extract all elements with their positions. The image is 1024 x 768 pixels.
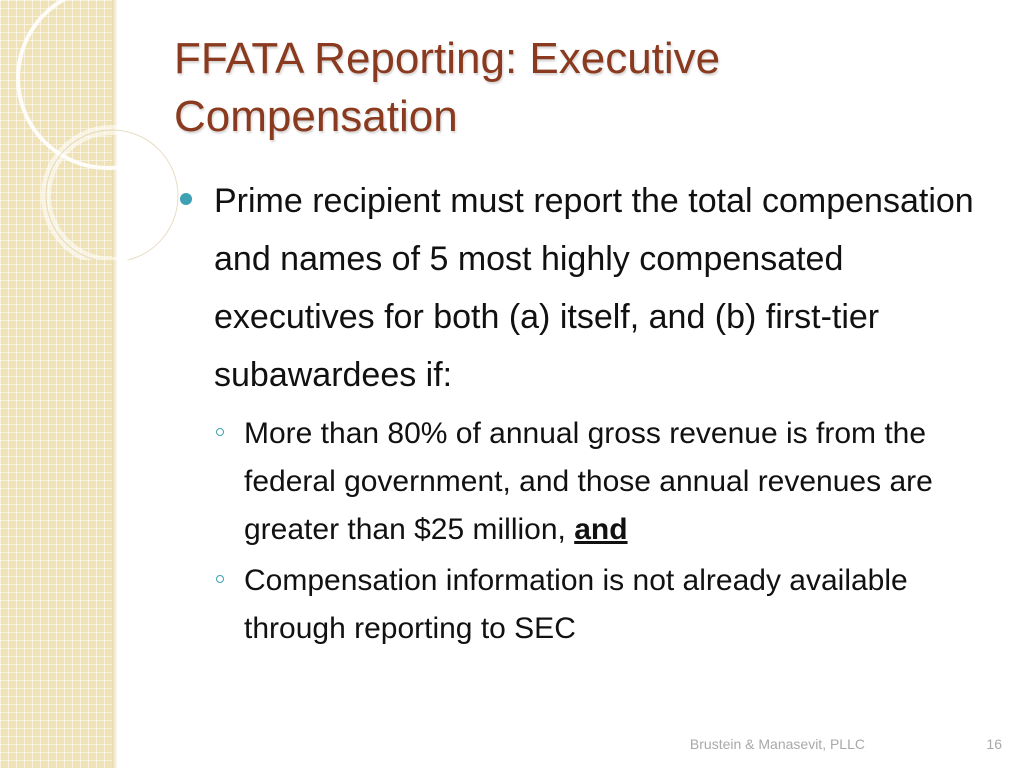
bullet-item: Prime recipient must report the total co… [180,172,990,404]
bullet-dot-icon [180,193,192,205]
decorative-rings [16,0,180,260]
footer-text: Brustein & Manasevit, PLLC [689,736,865,752]
page-number: 16 [986,736,1002,752]
slide-body: Prime recipient must report the total co… [180,172,990,656]
sub-bullet-item: Compensation information is not already … [214,557,990,653]
strip-edge-shadow [112,0,118,768]
sub-bullet-item: More than 80% of annual gross revenue is… [214,410,990,554]
slide-title: FFATA Reporting: Executive Compensation [174,34,721,141]
sub-bullet-list: More than 80% of annual gross revenue is… [180,410,990,653]
emphasized-and: and [574,513,628,546]
bullet-text: Prime recipient must report the total co… [214,182,974,394]
sub-bullet-text: More than 80% of annual gross revenue is… [244,417,933,546]
hollow-bullet-icon [216,428,224,436]
hollow-bullet-icon [216,575,224,583]
sub-bullet-text: Compensation information is not already … [244,564,908,645]
